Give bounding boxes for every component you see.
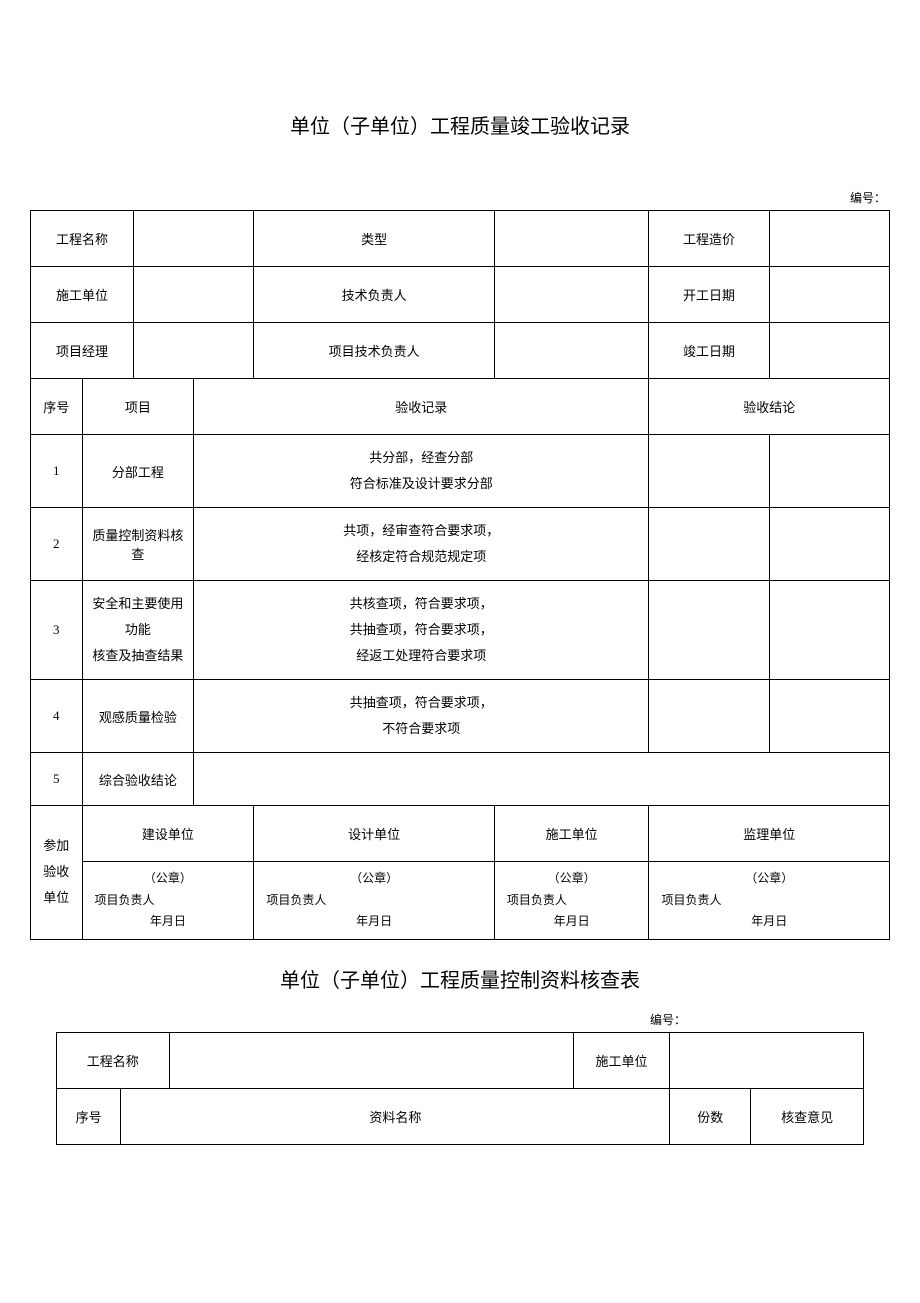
seal-3: （公章） — [499, 868, 645, 890]
row2-no: 2 — [31, 508, 83, 581]
t2-col-mat: 资料名称 — [121, 1088, 670, 1144]
data-row-1: 1 分部工程 共分部，经查分部符合标准及设计要求分部 — [31, 435, 890, 508]
row3-record: 共核查项，符合要求项，共抽查项，符合要求项，经返工处理符合要求项 — [194, 581, 649, 680]
data-row-5: 5 综合验收结论 — [31, 753, 890, 806]
value-end-date — [769, 323, 889, 379]
date-1: 年月日 — [87, 911, 250, 933]
t2-label-name: 工程名称 — [56, 1032, 169, 1088]
row2-item: 质量控制资料核查 — [82, 508, 194, 581]
row5-record — [194, 753, 890, 806]
doc-title-1: 单位（子单位）工程质量竣工验收记录 — [30, 110, 890, 139]
footer-label: 参加验收单位 — [31, 806, 83, 940]
row5-item: 综合验收结论 — [82, 753, 194, 806]
sig-4: （公章） 项目负责人 年月日 — [649, 862, 890, 940]
row3-result-a — [649, 581, 769, 680]
acceptance-record-table: 工程名称 类型 工程造价 施工单位 技术负责人 开工日期 项目经理 项目技术负责… — [30, 210, 890, 940]
row4-item: 观感质量检验 — [82, 680, 194, 753]
value-start-date — [769, 267, 889, 323]
row4-result-b — [769, 680, 889, 753]
pm-3: 项目负责人 — [499, 890, 645, 912]
row4-record: 共抽查项，符合要求项，不符合要求项 — [194, 680, 649, 753]
label-proj-tech-lead: 项目技术负责人 — [254, 323, 495, 379]
seal-4: （公章） — [653, 868, 885, 890]
t2-value-unit — [670, 1032, 864, 1088]
t2-col-opinion: 核查意见 — [751, 1088, 864, 1144]
label-tech-lead: 技术负责人 — [254, 267, 495, 323]
header-row-2: 施工单位 技术负责人 开工日期 — [31, 267, 890, 323]
columns-header-row: 序号 项目 验收记录 验收结论 — [31, 379, 890, 435]
t2-header-row: 工程名称 施工单位 — [56, 1032, 863, 1088]
row4-no: 4 — [31, 680, 83, 753]
value-tech-lead — [494, 267, 649, 323]
row2-record: 共项，经审查符合要求项，经核定符合规范规定项 — [194, 508, 649, 581]
party-4: 监理单位 — [649, 806, 890, 862]
seal-1: （公章） — [87, 868, 250, 890]
date-4: 年月日 — [653, 911, 885, 933]
data-row-3: 3 安全和主要使用功能核查及抽查结果 共核查项，符合要求项，共抽查项，符合要求项… — [31, 581, 890, 680]
t2-columns-row: 序号 资料名称 份数 核查意见 — [56, 1088, 863, 1144]
header-row-3: 项目经理 项目技术负责人 竣工日期 — [31, 323, 890, 379]
label-cost: 工程造价 — [649, 211, 769, 267]
value-type — [494, 211, 649, 267]
row1-record: 共分部，经查分部符合标准及设计要求分部 — [194, 435, 649, 508]
row1-no: 1 — [31, 435, 83, 508]
row1-result-b — [769, 435, 889, 508]
pm-2: 项目负责人 — [258, 890, 490, 912]
material-check-table: 工程名称 施工单位 序号 资料名称 份数 核查意见 — [56, 1032, 864, 1145]
date-3: 年月日 — [499, 911, 645, 933]
row2-result-a — [649, 508, 769, 581]
sig-1: （公章） 项目负责人 年月日 — [82, 862, 254, 940]
value-cost — [769, 211, 889, 267]
row3-no: 3 — [31, 581, 83, 680]
party-2: 设计单位 — [254, 806, 495, 862]
doc-number-label-1: 编号： — [30, 189, 890, 206]
doc-number-label-2: 编号： — [30, 1011, 890, 1028]
value-proj-tech-lead — [494, 323, 649, 379]
row2-result-b — [769, 508, 889, 581]
col-no: 序号 — [31, 379, 83, 435]
label-type: 类型 — [254, 211, 495, 267]
label-end-date: 竣工日期 — [649, 323, 769, 379]
t2-col-no: 序号 — [56, 1088, 121, 1144]
label-project-name: 工程名称 — [31, 211, 134, 267]
row1-item: 分部工程 — [82, 435, 194, 508]
row1-result-a — [649, 435, 769, 508]
row3-item: 安全和主要使用功能核查及抽查结果 — [82, 581, 194, 680]
party-1: 建设单位 — [82, 806, 254, 862]
t2-label-unit: 施工单位 — [573, 1032, 670, 1088]
sig-3: （公章） 项目负责人 年月日 — [494, 862, 649, 940]
data-row-4: 4 观感质量检验 共抽查项，符合要求项，不符合要求项 — [31, 680, 890, 753]
footer-parties-row: 参加验收单位 建设单位 设计单位 施工单位 监理单位 — [31, 806, 890, 862]
party-3: 施工单位 — [494, 806, 649, 862]
row4-result-a — [649, 680, 769, 753]
col-record: 验收记录 — [194, 379, 649, 435]
date-2: 年月日 — [258, 911, 490, 933]
value-project-manager — [134, 323, 254, 379]
t2-col-copies: 份数 — [670, 1088, 751, 1144]
footer-signature-row: （公章） 项目负责人 年月日 （公章） 项目负责人 年月日 （公章） 项目负责人… — [31, 862, 890, 940]
label-construction-unit: 施工单位 — [31, 267, 134, 323]
header-row-1: 工程名称 类型 工程造价 — [31, 211, 890, 267]
row5-no: 5 — [31, 753, 83, 806]
value-construction-unit — [134, 267, 254, 323]
doc-title-2: 单位（子单位）工程质量控制资料核查表 — [30, 964, 890, 993]
t2-value-name — [169, 1032, 573, 1088]
pm-4: 项目负责人 — [653, 890, 885, 912]
seal-2: （公章） — [258, 868, 490, 890]
label-project-manager: 项目经理 — [31, 323, 134, 379]
col-item: 项目 — [82, 379, 194, 435]
col-result: 验收结论 — [649, 379, 890, 435]
value-project-name — [134, 211, 254, 267]
data-row-2: 2 质量控制资料核查 共项，经审查符合要求项，经核定符合规范规定项 — [31, 508, 890, 581]
pm-1: 项目负责人 — [87, 890, 250, 912]
row3-result-b — [769, 581, 889, 680]
sig-2: （公章） 项目负责人 年月日 — [254, 862, 495, 940]
label-start-date: 开工日期 — [649, 267, 769, 323]
